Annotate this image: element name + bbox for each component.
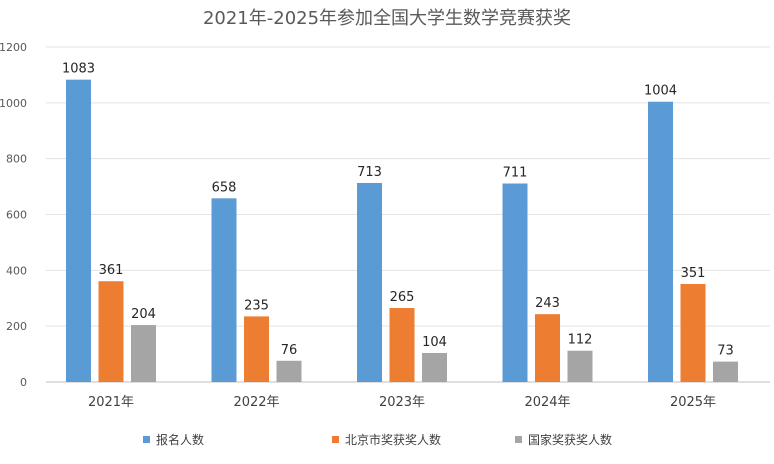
x-tick-label: 2022年 (233, 395, 279, 410)
bar-2 (98, 281, 124, 382)
data-labels: 1083 361 204 658 235 76 713 265 104 711 243 112 1004… (62, 62, 734, 359)
legend-item: 北京市奖获奖人数 (332, 432, 441, 447)
data-label: 1083 (62, 62, 95, 77)
y-tick-label: 600 (6, 209, 27, 222)
x-tick-label: 2021年 (88, 395, 134, 410)
legend-swatch (143, 436, 150, 443)
y-tick-label: 1200 (0, 41, 27, 54)
legend-label: 北京市奖获奖人数 (345, 432, 441, 447)
data-label: 112 (568, 333, 593, 348)
data-label: 711 (503, 166, 528, 181)
x-tick-label: 2025年 (670, 395, 716, 410)
y-tick-label: 800 (6, 153, 27, 166)
bars (66, 79, 738, 382)
data-label: 1004 (644, 84, 677, 99)
data-label: 265 (390, 290, 415, 305)
legend: 报名人数 北京市奖获奖人数 国家奖获奖人数 (143, 432, 612, 447)
data-label: 243 (535, 296, 560, 311)
bar-1 (357, 182, 382, 382)
bar-3 (713, 361, 738, 382)
bar-3 (567, 350, 593, 382)
gridlines (46, 46, 770, 383)
y-tick-label: 200 (6, 320, 27, 333)
bar-2 (244, 316, 269, 382)
data-label: 235 (244, 298, 269, 313)
x-tick-label: 2023年 (379, 395, 425, 410)
chart-title: 2021年-2025年参加全国大学生数学竞赛获奖 (203, 8, 571, 29)
bar-3 (131, 325, 156, 382)
bar-1 (66, 79, 91, 382)
y-tick-label: 1000 (0, 97, 27, 110)
bar-1 (211, 198, 237, 382)
x-tick-label: 2024年 (524, 395, 570, 410)
data-label: 76 (281, 343, 298, 358)
y-tick-label: 400 (6, 264, 27, 277)
legend-label: 国家奖获奖人数 (528, 432, 612, 447)
data-label: 204 (131, 307, 156, 322)
bar-3 (276, 360, 302, 382)
bar-3 (422, 352, 447, 382)
legend-label: 报名人数 (156, 432, 204, 447)
y-tick-label: 0 (20, 376, 27, 389)
legend-swatch (515, 436, 522, 443)
legend-item: 国家奖获奖人数 (515, 432, 612, 447)
y-axis: 0 200 400 600 800 1000 1200 (0, 41, 27, 389)
bar-1 (502, 183, 528, 382)
bar-2 (535, 314, 560, 382)
bar-2 (389, 308, 415, 382)
data-label: 658 (212, 180, 237, 195)
legend-swatch (332, 436, 339, 443)
data-label: 351 (681, 266, 706, 281)
x-axis: 2021年 2022年 2023年 2024年 2025年 (88, 395, 716, 410)
legend-item: 报名人数 (143, 432, 204, 447)
data-label: 713 (357, 165, 382, 180)
bar-2 (680, 284, 706, 382)
data-label: 361 (99, 263, 124, 278)
data-label: 73 (717, 344, 734, 359)
bar-1 (648, 101, 673, 382)
data-label: 104 (422, 335, 447, 350)
